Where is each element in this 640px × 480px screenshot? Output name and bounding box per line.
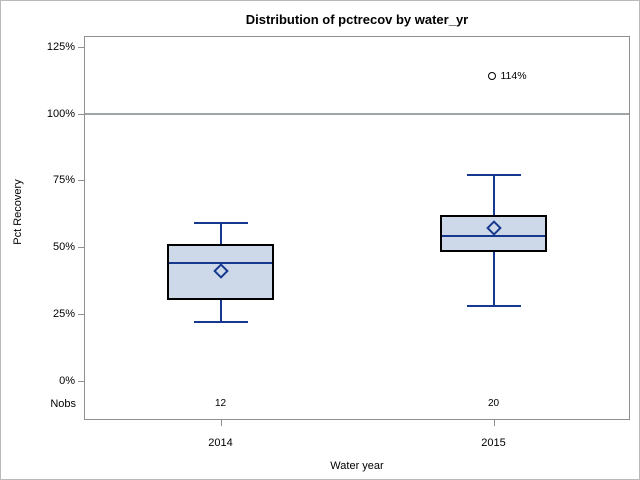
whisker-low-stem-2014 bbox=[219, 300, 222, 322]
x-tick-mark-2015 bbox=[493, 420, 495, 426]
nobs-row-label: Nobs bbox=[50, 398, 76, 410]
whisker-high-stem-2014 bbox=[219, 223, 222, 245]
box-2014 bbox=[167, 244, 274, 301]
y-tick-mark bbox=[78, 47, 84, 48]
reference-line-100pct bbox=[85, 112, 629, 115]
y-tick-label: 125% bbox=[46, 41, 75, 53]
outlier-marker-2015 bbox=[487, 72, 496, 81]
x-axis-title: Water year bbox=[330, 460, 384, 472]
y-tick-label: 50% bbox=[52, 241, 75, 254]
y-tick-mark bbox=[78, 380, 84, 382]
nobs-value-2015: 20 bbox=[487, 398, 500, 409]
y-tick-mark bbox=[78, 313, 84, 315]
box-2015 bbox=[440, 215, 547, 253]
whisker-low-cap-2015 bbox=[466, 304, 521, 307]
whisker-low-cap-2014 bbox=[193, 320, 248, 323]
whisker-high-cap-2015 bbox=[466, 174, 521, 177]
y-tick-mark bbox=[78, 180, 84, 182]
whisker-low-stem-2015 bbox=[492, 252, 495, 306]
whisker-high-stem-2015 bbox=[492, 175, 495, 216]
y-tick-label: 25% bbox=[52, 307, 75, 320]
y-tick-mark bbox=[78, 247, 84, 249]
plot-area bbox=[84, 36, 630, 420]
y-axis-title: Pct Recovery bbox=[12, 179, 24, 245]
x-tick-mark-2014 bbox=[220, 420, 222, 426]
outlier-label-2015: 114% bbox=[500, 70, 527, 83]
chart-title: Distribution of pctrecov by water_yr bbox=[245, 12, 469, 27]
y-tick-label: 75% bbox=[52, 174, 75, 187]
nobs-value-2014: 12 bbox=[214, 398, 227, 409]
median-line-2014 bbox=[169, 262, 272, 265]
x-tick-label-2014: 2014 bbox=[208, 437, 233, 449]
y-tick-label: 0% bbox=[59, 374, 75, 387]
x-tick-label-2015: 2015 bbox=[481, 437, 506, 449]
median-line-2015 bbox=[442, 235, 545, 238]
y-tick-label: 100% bbox=[46, 107, 75, 120]
whisker-high-cap-2014 bbox=[193, 222, 248, 225]
y-tick-mark bbox=[78, 113, 84, 115]
